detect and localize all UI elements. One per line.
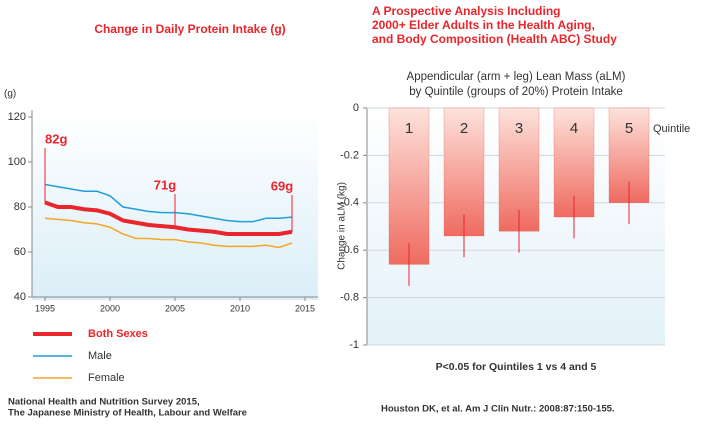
- chart-subtitle: by Quintile (groups of 20%) Protein Inta…: [409, 86, 623, 98]
- category-label: 3: [515, 120, 523, 137]
- annotation: 71g: [154, 177, 176, 192]
- series-line: [44, 183, 293, 223]
- y-tick-label: -0.4: [340, 197, 359, 209]
- y-tick-label: -0.2: [340, 149, 359, 161]
- chart-title: A Prospective Analysis Including: [372, 4, 561, 18]
- y-tick-label: 120: [8, 111, 26, 123]
- source: National Health and Nutrition Survey 201…: [8, 397, 200, 408]
- chart-title: and Body Composition (Health ABC) Study: [372, 32, 617, 46]
- note: P<0.05 for Quintiles 1 vs 4 and 5: [436, 361, 597, 373]
- x-tick-label: 2000: [100, 303, 120, 313]
- category-label: 1: [405, 120, 413, 137]
- series-line: [44, 200, 293, 236]
- y-tick-label: 40: [14, 291, 26, 303]
- y-tick-label: -0.8: [340, 292, 359, 304]
- legend-label: Male: [88, 350, 112, 362]
- annotation: 69g: [271, 178, 293, 193]
- chart-title: Change in Daily Protein Intake (g): [94, 22, 285, 36]
- chart-title: 2000+ Elder Adults in the Health Aging,: [372, 18, 595, 32]
- category-label: 5: [625, 120, 633, 137]
- category-label: 4: [570, 120, 578, 137]
- x-axis-label: Quintile: [653, 123, 690, 135]
- source: The Japanese Ministry of Health, Labour …: [8, 408, 247, 419]
- y-axis-label: (g): [4, 89, 16, 100]
- source: Houston DK, et al. Am J Clin Nutr.: 2008…: [381, 404, 615, 415]
- y-tick-label: 60: [14, 246, 26, 258]
- legend-label: Both Sexes: [88, 328, 148, 340]
- bar: [388, 107, 430, 265]
- x-tick-label: 2005: [165, 303, 185, 313]
- x-tick-label: 2010: [230, 303, 250, 313]
- x-tick-label: 1995: [35, 303, 55, 313]
- y-tick-label: 80: [14, 201, 26, 213]
- y-axis-label: Change in aLM (kg): [337, 182, 348, 270]
- category-label: 2: [460, 120, 468, 137]
- y-tick-label: -1: [349, 339, 359, 351]
- y-tick-label: 100: [8, 156, 26, 168]
- annotation: 82g: [45, 131, 67, 146]
- x-tick-label: 2015: [295, 303, 315, 313]
- y-tick-label: -0.6: [340, 244, 359, 256]
- y-tick-label: 0: [353, 102, 359, 114]
- series-line: [44, 217, 293, 249]
- legend-label: Female: [88, 372, 125, 384]
- chart-subtitle: Appendicular (arm + leg) Lean Mass (aLM): [407, 71, 626, 83]
